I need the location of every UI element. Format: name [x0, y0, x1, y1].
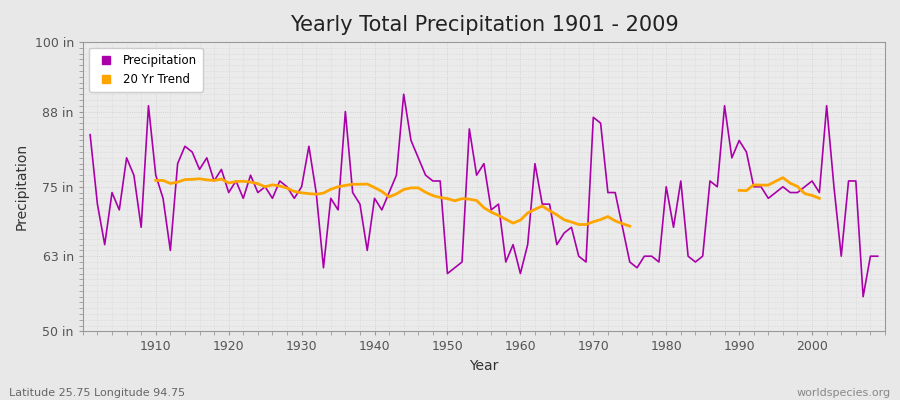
Text: worldspecies.org: worldspecies.org: [796, 388, 891, 398]
Text: Latitude 25.75 Longitude 94.75: Latitude 25.75 Longitude 94.75: [9, 388, 185, 398]
Title: Yearly Total Precipitation 1901 - 2009: Yearly Total Precipitation 1901 - 2009: [290, 15, 679, 35]
X-axis label: Year: Year: [469, 359, 499, 373]
Y-axis label: Precipitation: Precipitation: [15, 143, 29, 230]
Legend: Precipitation, 20 Yr Trend: Precipitation, 20 Yr Trend: [89, 48, 203, 92]
